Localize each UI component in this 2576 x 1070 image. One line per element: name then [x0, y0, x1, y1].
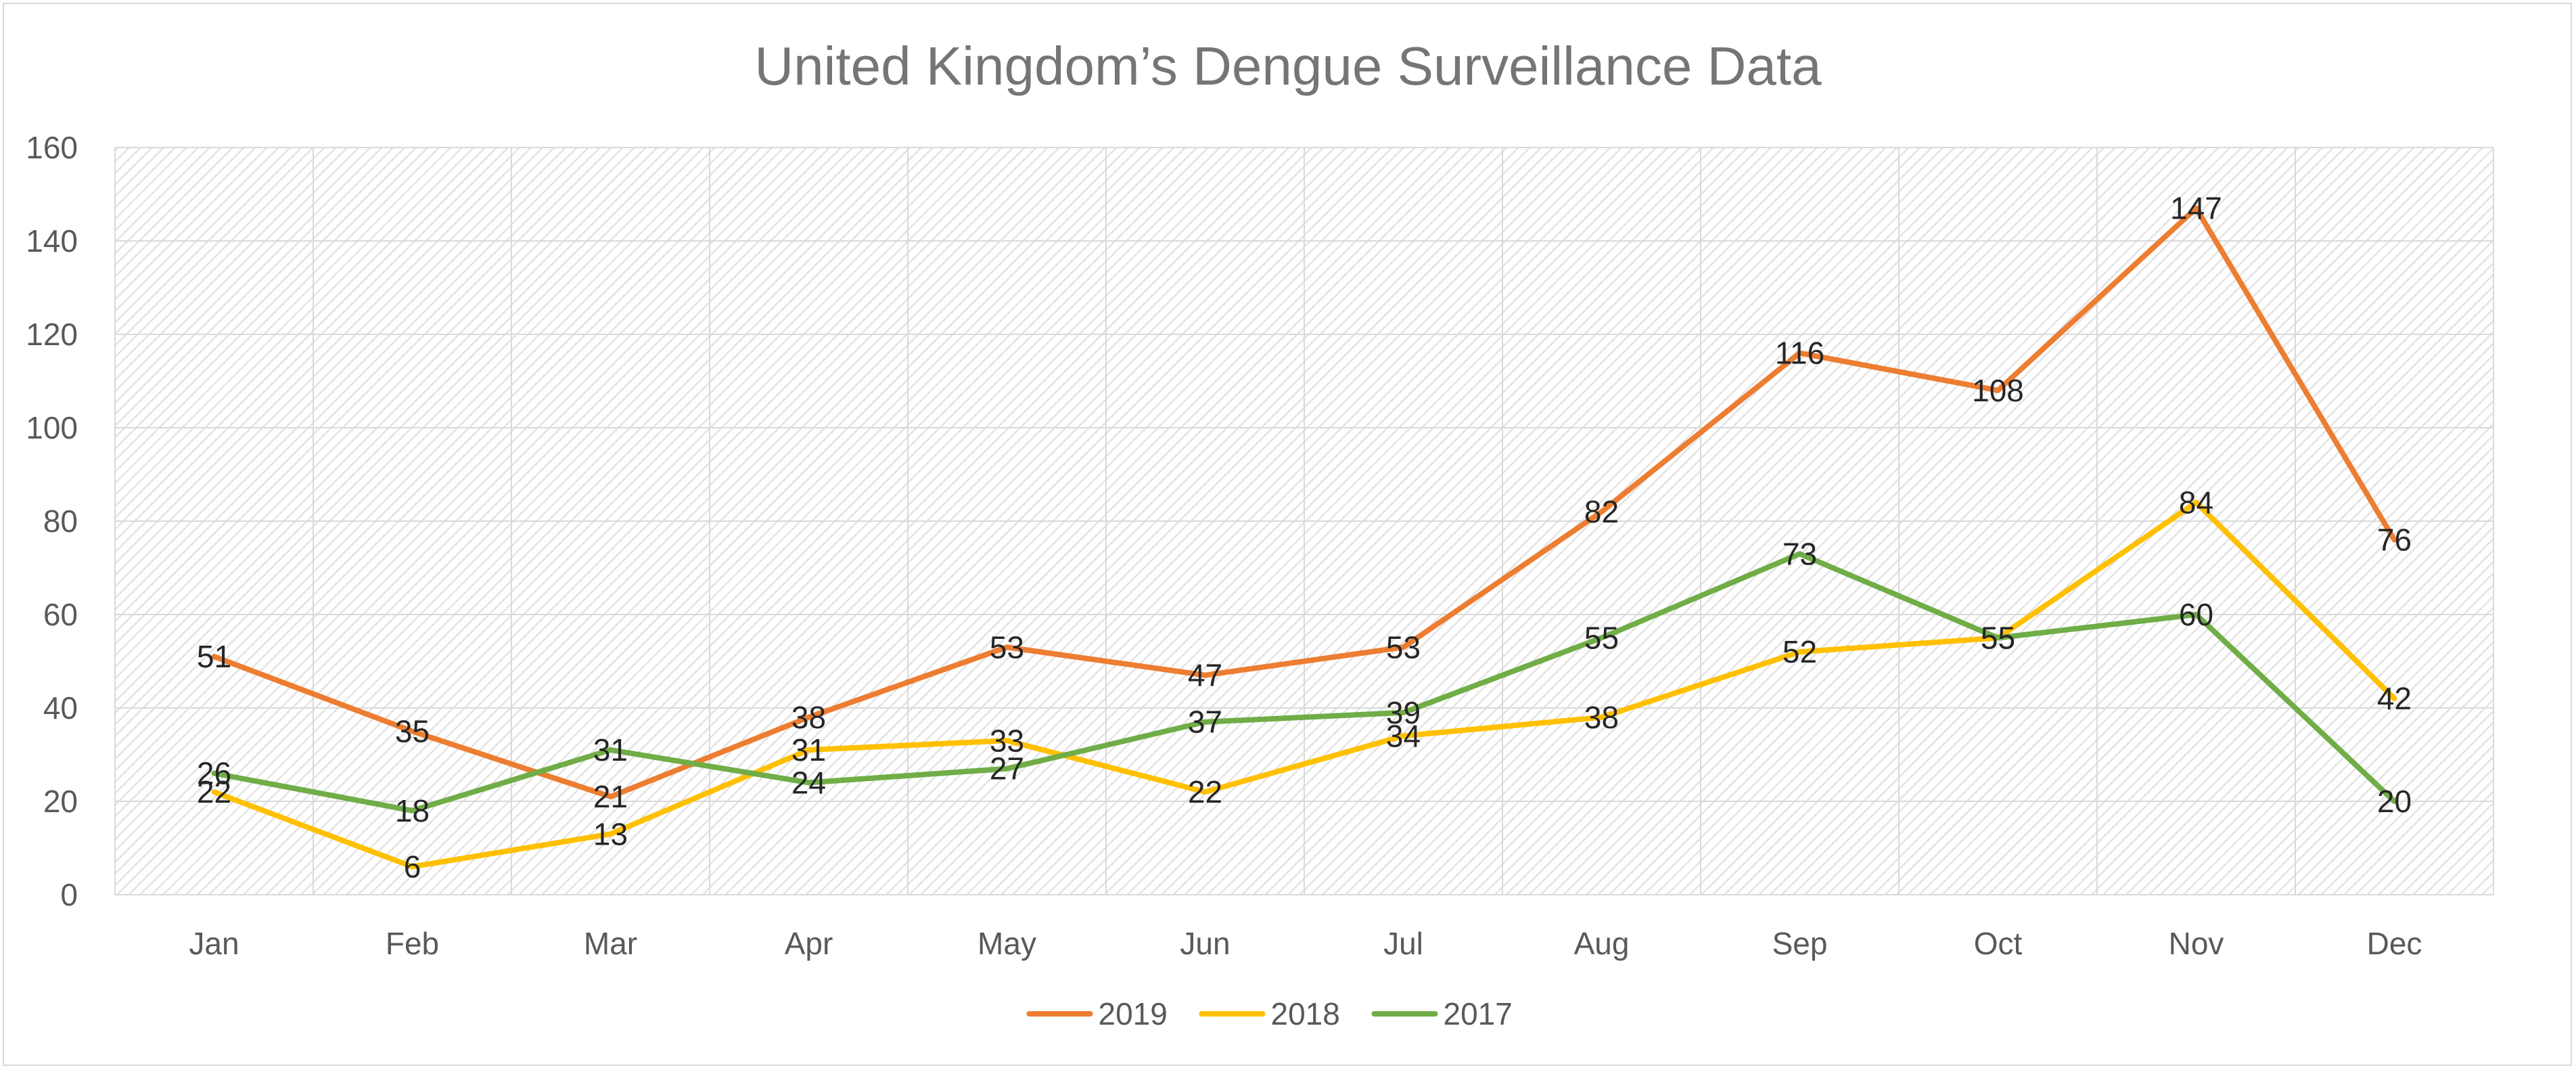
data-label-2018: 42: [2377, 681, 2412, 716]
data-label-2018: 22: [1188, 774, 1222, 809]
y-tick-label: 80: [43, 504, 78, 539]
data-label-2017: 60: [2179, 597, 2213, 632]
data-label-2018: 52: [1782, 634, 1817, 669]
data-labels: 51 35 21 38 53 47 53 82 116 108 147 76 22 6 13 31 33 22 34…: [197, 191, 2412, 885]
data-label-2017: 55: [1981, 621, 2015, 656]
gridlines: [114, 147, 2494, 895]
data-label-2019: 53: [1386, 629, 1421, 665]
y-tick-label: 160: [26, 130, 78, 165]
legend: 2019 2018 2017: [1026, 996, 1513, 1031]
data-label-2018: 34: [1386, 718, 1421, 753]
data-label-2017: 27: [990, 751, 1024, 786]
x-tick-label: Oct: [1974, 926, 2023, 961]
series-lines: [211, 205, 2397, 870]
data-label-2019: 51: [197, 639, 231, 674]
x-tick-label: Feb: [386, 926, 439, 961]
data-label-2018: 13: [593, 816, 628, 851]
data-label-2017: 18: [395, 793, 430, 828]
legend-item-2018: 2018: [1199, 996, 1340, 1031]
x-tick-label: Sep: [1772, 926, 1828, 961]
data-label-2017: 39: [1386, 695, 1421, 730]
x-tick-label: Nov: [2169, 926, 2224, 961]
data-label-2017: 31: [593, 732, 628, 767]
data-label-2017: 37: [1188, 705, 1222, 740]
data-label-2017: 26: [197, 756, 231, 791]
x-tick-label: Aug: [1574, 926, 1630, 961]
data-label-2019: 82: [1584, 494, 1619, 529]
data-label-2018: 22: [197, 774, 231, 809]
data-label-2019: 116: [1775, 336, 1824, 371]
legend-item-2019: 2019: [1026, 996, 1168, 1031]
y-tick-label: 140: [26, 223, 78, 259]
x-tick-label: Jun: [1180, 926, 1230, 961]
data-label-2018: 6: [404, 849, 421, 885]
data-label-2018: 33: [990, 723, 1024, 758]
series-line-2017: [211, 551, 2397, 813]
x-tick-label: Dec: [2367, 926, 2422, 961]
y-tick-label: 100: [26, 410, 78, 445]
data-label-2019: 76: [2377, 522, 2412, 558]
data-label-2019: 108: [1972, 373, 2024, 408]
x-tick-label: May: [978, 926, 1036, 961]
series-line-2018: [211, 499, 2397, 870]
y-tick-label: 20: [43, 784, 78, 819]
data-label-2019: 21: [593, 779, 628, 814]
x-tick-label: Apr: [785, 926, 833, 961]
legend-item-2017: 2017: [1371, 996, 1513, 1031]
series-line-2019: [211, 205, 2397, 800]
y-axis-tick-labels: 0 20 40 60 80 100 120 140 160: [26, 130, 78, 912]
data-label-2019: 38: [791, 700, 826, 735]
data-label-2018: 31: [791, 732, 826, 767]
data-label-2018: 55: [1981, 621, 2015, 656]
data-label-2019: 47: [1188, 658, 1222, 693]
data-label-2017: 20: [2377, 784, 2412, 819]
data-label-2018: 38: [1584, 700, 1619, 735]
data-label-2017: 24: [791, 765, 826, 800]
y-tick-label: 40: [43, 690, 78, 726]
legend-label: 2019: [1099, 996, 1168, 1031]
chart-title: United Kingdom’s Dengue Surveillance Dat…: [754, 36, 1822, 96]
x-tick-label: Jan: [189, 926, 239, 961]
data-label-2019: 35: [395, 714, 430, 749]
y-tick-label: 60: [43, 597, 78, 632]
data-label-2019: 147: [2170, 191, 2222, 226]
data-label-2017: 73: [1782, 536, 1817, 571]
y-tick-label: 0: [60, 877, 78, 912]
data-label-2019: 53: [990, 629, 1024, 665]
legend-label: 2017: [1444, 996, 1513, 1031]
data-label-2017: 55: [1584, 621, 1619, 656]
x-tick-label: Jul: [1383, 926, 1423, 961]
y-tick-label: 120: [26, 317, 78, 352]
x-tick-label: Mar: [584, 926, 637, 961]
x-axis-tick-labels: Jan Feb Mar Apr May Jun Jul Aug Sep Oct Nov Dec: [189, 926, 2422, 961]
data-label-2018: 84: [2179, 485, 2213, 520]
legend-label: 2018: [1271, 996, 1340, 1031]
